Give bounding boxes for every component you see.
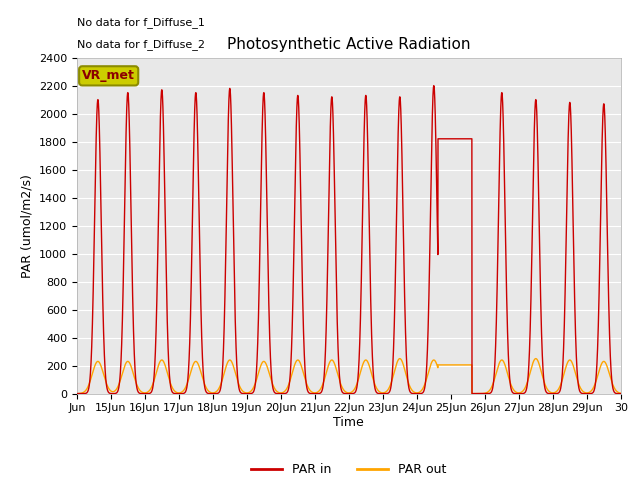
Legend: PAR in, PAR out: PAR in, PAR out bbox=[246, 458, 451, 480]
Text: No data for f_Diffuse_2: No data for f_Diffuse_2 bbox=[77, 39, 205, 50]
Text: VR_met: VR_met bbox=[82, 70, 135, 83]
Title: Photosynthetic Active Radiation: Photosynthetic Active Radiation bbox=[227, 37, 470, 52]
Y-axis label: PAR (umol/m2/s): PAR (umol/m2/s) bbox=[20, 174, 33, 277]
Text: No data for f_Diffuse_1: No data for f_Diffuse_1 bbox=[77, 17, 205, 28]
X-axis label: Time: Time bbox=[333, 416, 364, 429]
